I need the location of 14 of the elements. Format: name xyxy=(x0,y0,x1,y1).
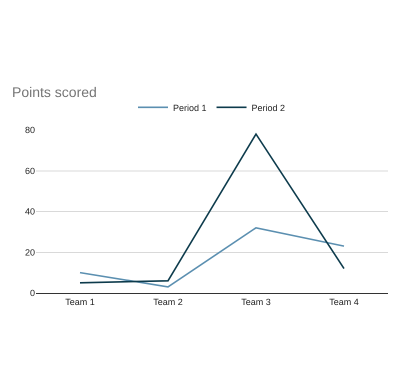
line-series xyxy=(79,133,345,284)
legend-label: Period 2 xyxy=(252,102,286,113)
y-tick-label: 60 xyxy=(24,166,35,176)
y-tick-label: 40 xyxy=(24,206,35,217)
y-tick-label: 20 xyxy=(24,247,35,258)
legend-label: Period 1 xyxy=(173,102,207,113)
x-tick-label: Team 1 xyxy=(65,296,95,307)
x-tick-label: Team 2 xyxy=(153,296,183,307)
x-tick-label: Team 4 xyxy=(329,296,359,307)
y-tick-label: 80 xyxy=(24,125,35,136)
line-series xyxy=(79,227,345,288)
chart-title: Points scored xyxy=(12,84,97,100)
x-tick-label: Team 3 xyxy=(241,296,271,307)
y-tick-label: 0 xyxy=(30,288,35,298)
